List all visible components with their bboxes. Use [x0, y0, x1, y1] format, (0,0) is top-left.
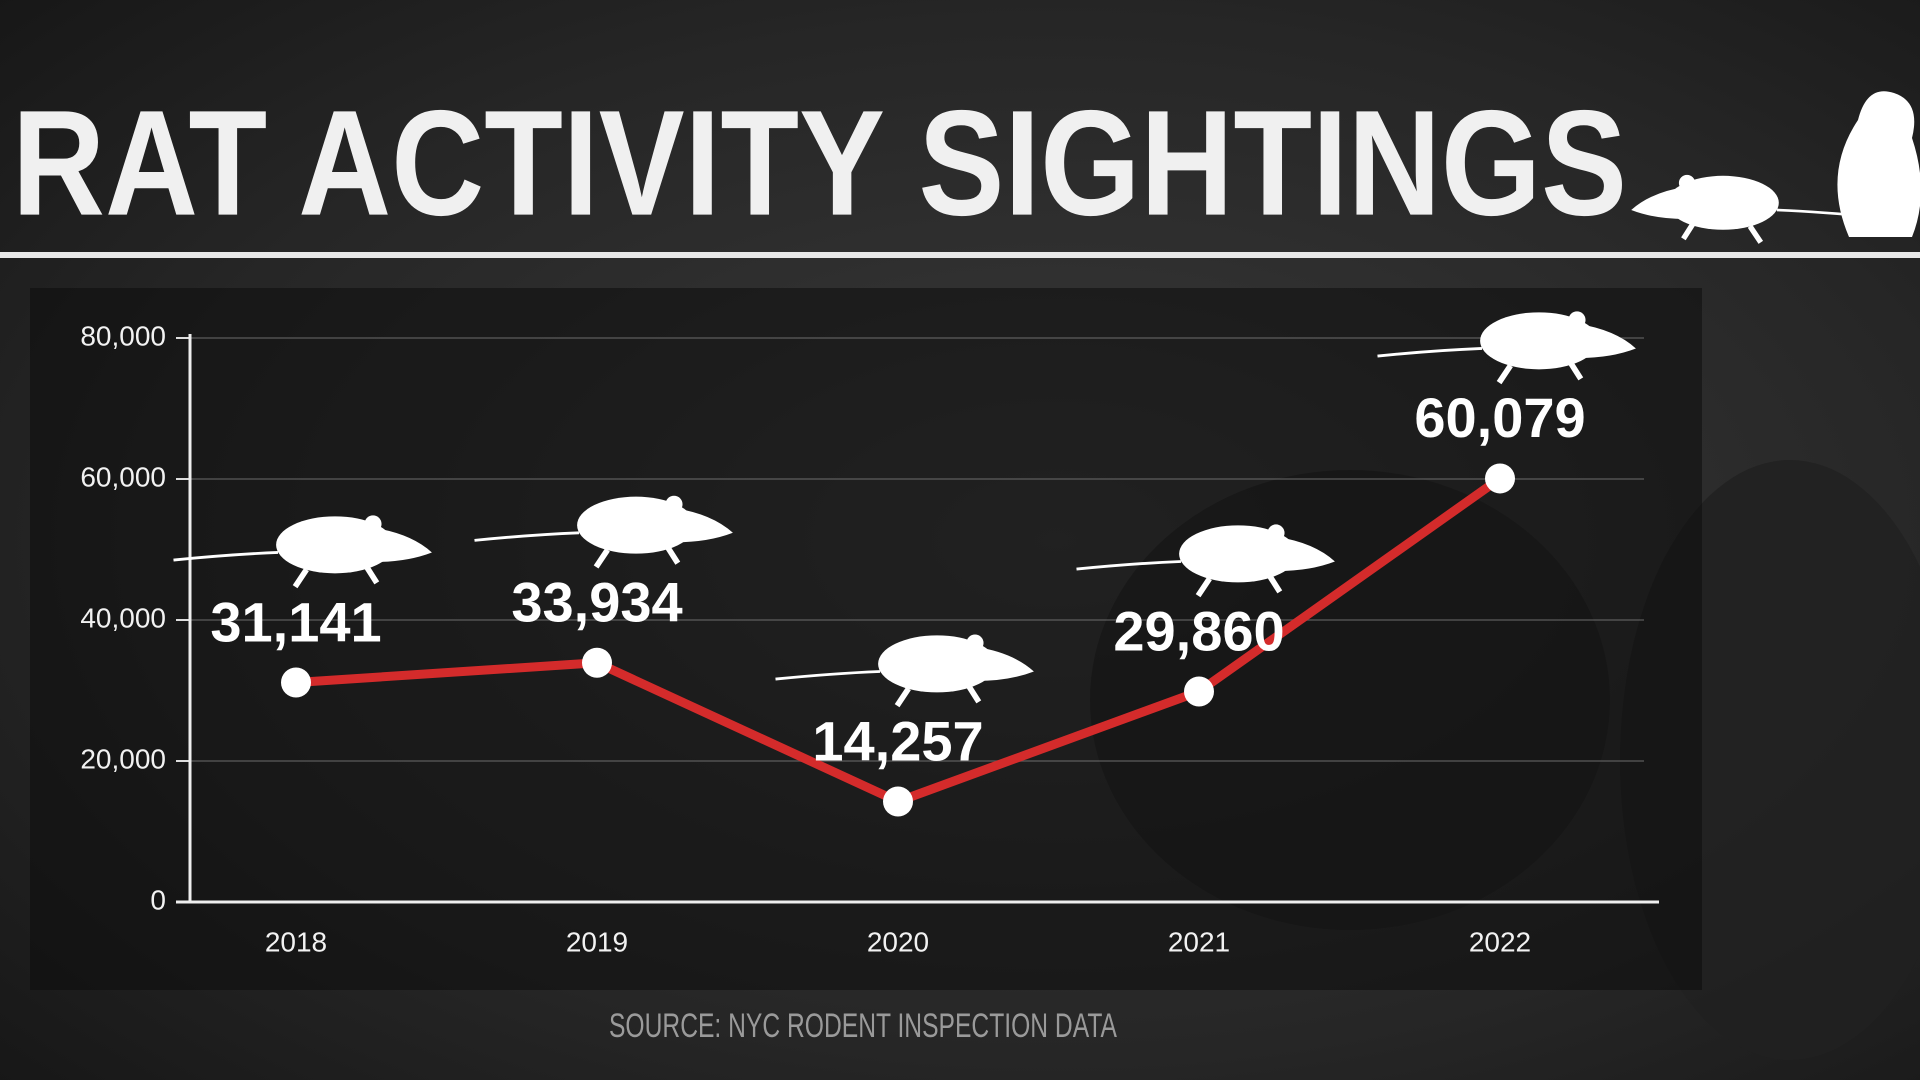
title-rats [1631, 91, 1920, 242]
x-tick-label: 2018 [265, 926, 327, 957]
y-tick-label: 60,000 [80, 461, 166, 492]
data-point [883, 786, 913, 817]
y-tick-label: 40,000 [80, 602, 166, 633]
data-point [1485, 463, 1515, 494]
x-tick-label: 2020 [867, 926, 929, 957]
data-label: 29,860 [1113, 599, 1284, 662]
y-tick-label: 20,000 [80, 743, 166, 774]
y-tick-label: 80,000 [80, 320, 166, 351]
data-point [281, 667, 311, 698]
plot-area: 0 20,000 40,000 60,000 80,000 2018 2019 2020 202… [80, 311, 1659, 957]
data-point [582, 647, 612, 678]
data-label: 60,079 [1414, 386, 1585, 449]
source-note: SOURCE: NYC RODENT INSPECTION DATA [609, 1007, 1117, 1045]
x-tick-label: 2022 [1469, 926, 1531, 957]
data-point [1184, 676, 1214, 707]
data-label: 33,934 [511, 571, 682, 634]
data-label: 14,257 [812, 709, 983, 772]
chart-title: RAT ACTIVITY SIGHTINGS [12, 79, 1627, 247]
y-tick-label: 0 [150, 884, 166, 915]
x-tick-label: 2021 [1168, 926, 1230, 957]
chart-panel [30, 288, 1702, 990]
data-label: 31,141 [210, 590, 381, 653]
x-tick-label: 2019 [566, 926, 628, 957]
